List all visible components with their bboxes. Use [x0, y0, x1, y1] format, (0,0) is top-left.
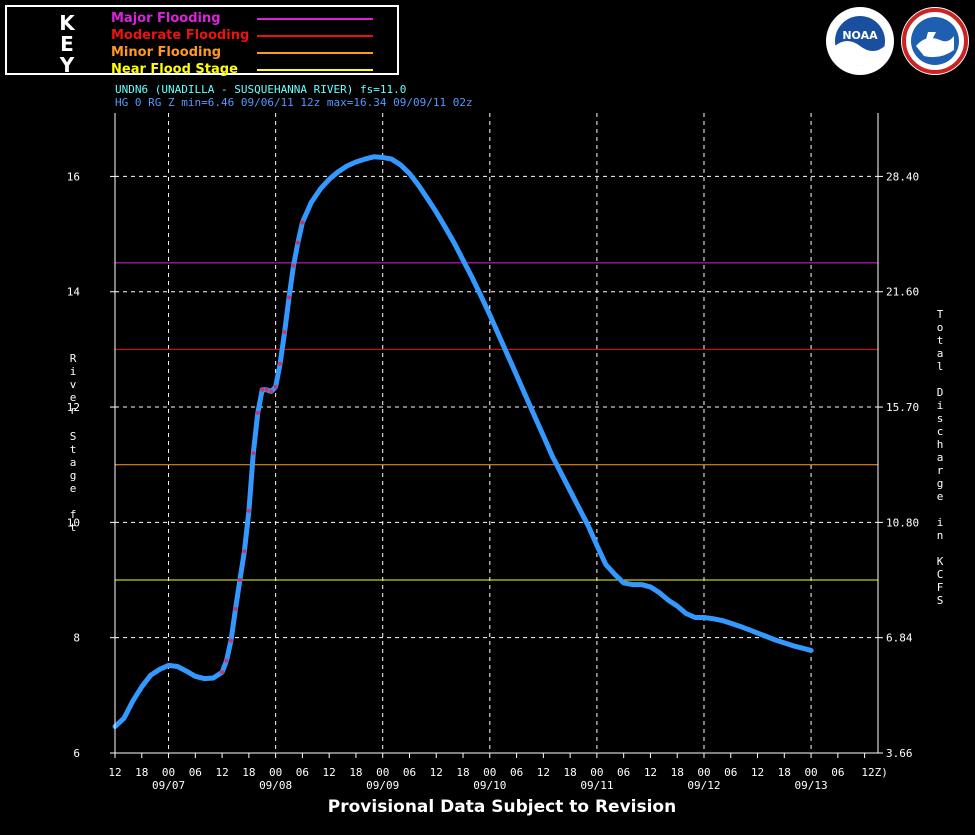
x-date-label: 09/11: [580, 779, 613, 792]
nws-logo-icon: [901, 7, 969, 75]
x-tick-label: 18: [778, 766, 791, 779]
x-tick-label: 06: [403, 766, 416, 779]
grid-lines: [115, 113, 878, 753]
x-date-label: 09/13: [795, 779, 828, 792]
data-point: [237, 578, 242, 583]
key-swatch-moderate: [257, 35, 373, 37]
x-tick-label: 12: [751, 766, 764, 779]
x-tick-label: 12: [537, 766, 550, 779]
key-letter: Y: [59, 53, 75, 77]
key-swatch-minor: [257, 52, 373, 54]
x-tick-label: 06: [296, 766, 309, 779]
data-point: [264, 387, 269, 392]
x-tick-label: 12Z): [861, 766, 888, 779]
key-label-minor: Minor Flooding: [111, 45, 222, 60]
flood-key: K E Y Major Flooding Moderate Flooding M…: [5, 5, 401, 78]
data-point: [278, 361, 283, 366]
x-tick-label: 06: [510, 766, 523, 779]
key-swatch-major: [257, 18, 373, 20]
key-swatch-near: [257, 69, 373, 71]
data-point: [220, 670, 225, 675]
data-point: [287, 295, 292, 300]
x-date-label: 09/10: [473, 779, 506, 792]
stage-summary: HG 0 RG Z min=6.46 09/06/11 12z max=16.3…: [115, 96, 473, 109]
key-letter: K: [59, 11, 75, 35]
data-point: [273, 384, 278, 389]
key-label-near: Near Flood Stage: [111, 62, 238, 77]
x-tick-label: 18: [242, 766, 255, 779]
key-item-minor: Minor Flooding: [111, 44, 401, 61]
key-item-major: Major Flooding: [111, 10, 401, 27]
data-point: [269, 389, 274, 394]
x-date-label: 09/12: [687, 779, 720, 792]
key-letter: E: [60, 32, 74, 56]
y-tick-label-left: 6: [73, 747, 80, 760]
key-item-moderate: Moderate Flooding: [111, 27, 401, 44]
y-tick-label-right: 10.80: [886, 516, 919, 529]
key-item-near: Near Flood Stage: [111, 61, 401, 78]
station-header: UNDN6 (UNADILLA - SUSQUEHANNA RIVER) fs=…: [115, 83, 407, 96]
key-label-major: Major Flooding: [111, 11, 221, 26]
y-tick-label-right: 15.70: [886, 401, 919, 414]
chart-axes: 6 3.66 8 6.84 10 10.80 12 15.70 14 21.60 16 28.40 12…: [67, 113, 919, 792]
y-tick-label-left: 12: [67, 401, 80, 414]
x-date-label: 09/09: [366, 779, 399, 792]
x-tick-label: 00: [804, 766, 817, 779]
y-axis-label-left: R i v e r S t a g e f t: [69, 352, 77, 534]
y-tick-label-left: 8: [73, 632, 80, 645]
data-point: [255, 410, 260, 415]
x-tick-label: 00: [697, 766, 710, 779]
x-tick-label: 00: [269, 766, 282, 779]
data-point: [260, 387, 265, 392]
data-point: [224, 658, 229, 663]
data-point: [229, 638, 234, 643]
data-point: [291, 263, 296, 268]
stage-line: [112, 154, 814, 729]
key-label-moderate: Moderate Flooding: [111, 28, 250, 43]
y-axis-label-right: T o t a l D i s c h a r g e i n K C F S: [936, 308, 944, 607]
x-tick-label: 00: [590, 766, 603, 779]
data-point: [251, 451, 256, 456]
data-point: [233, 606, 238, 611]
y-tick-label-left: 16: [67, 170, 80, 183]
x-tick-label: 06: [831, 766, 844, 779]
y-tick-label-right: 3.66: [886, 747, 913, 760]
x-tick-label: 12: [108, 766, 121, 779]
x-tick-label: 18: [456, 766, 469, 779]
y-tick-label-right: 6.84: [886, 632, 913, 645]
data-point: [246, 508, 251, 513]
y-tick-label-left: 14: [67, 286, 81, 299]
x-date-label: 09/07: [152, 779, 185, 792]
x-tick-label: 00: [483, 766, 496, 779]
y-tick-label-right: 28.40: [886, 170, 919, 183]
key-title: K E Y: [57, 13, 77, 76]
stage-series: [112, 154, 814, 729]
x-tick-label: 12: [215, 766, 228, 779]
x-tick-label: 06: [724, 766, 737, 779]
y-tick-label-right: 21.60: [886, 286, 919, 299]
provisional-notice: Provisional Data Subject to Revision: [327, 797, 677, 817]
y-tick-label-left: 10: [67, 516, 80, 529]
x-tick-label: 00: [376, 766, 389, 779]
x-tick-label: 12: [644, 766, 657, 779]
x-tick-label: 00: [162, 766, 175, 779]
noaa-logo-icon: NOAA: [826, 7, 894, 75]
x-tick-label: 18: [135, 766, 148, 779]
data-point: [282, 330, 287, 335]
x-tick-label: 18: [563, 766, 576, 779]
data-point: [242, 549, 247, 554]
x-tick-label: 06: [189, 766, 202, 779]
flood-threshold-lines: [115, 262, 878, 581]
data-point: [295, 240, 300, 245]
data-point: [300, 220, 305, 225]
x-tick-label: 12: [323, 766, 336, 779]
x-tick-label: 18: [349, 766, 362, 779]
noaa-logo-text: NOAA: [842, 29, 878, 42]
x-date-label: 09/08: [259, 779, 292, 792]
x-tick-label: 06: [617, 766, 630, 779]
x-tick-label: 12: [430, 766, 443, 779]
x-tick-label: 18: [671, 766, 684, 779]
